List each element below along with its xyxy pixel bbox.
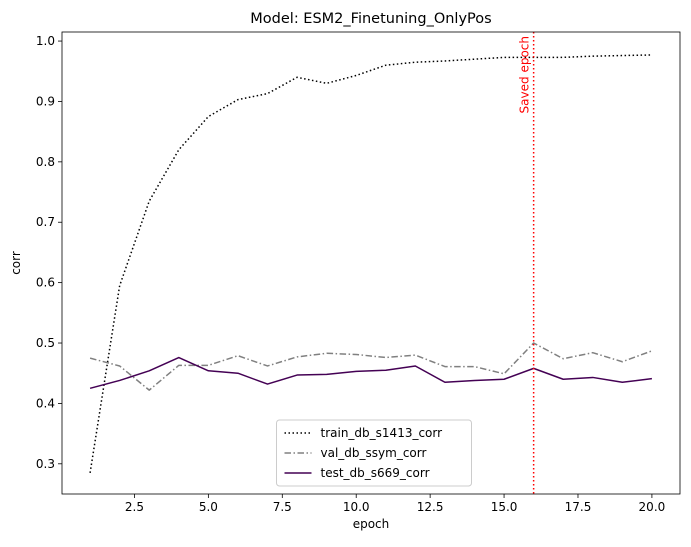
x-tick-label: 7.5 bbox=[273, 500, 292, 514]
series-line-val_db_ssym_corr bbox=[89, 342, 653, 391]
legend-label: val_db_ssym_corr bbox=[321, 446, 427, 460]
y-tick-label: 0.8 bbox=[36, 155, 55, 169]
y-tick-label: 1.0 bbox=[36, 34, 55, 48]
x-tick-label: 5.0 bbox=[199, 500, 218, 514]
legend: train_db_s1413_corr val_db_ssym_corr test_… bbox=[276, 419, 472, 487]
x-tick-label: 10.0 bbox=[343, 500, 370, 514]
y-tick-label: 0.7 bbox=[36, 215, 55, 229]
y-tick-label: 0.5 bbox=[36, 336, 55, 350]
x-axis-label: epoch bbox=[353, 517, 390, 531]
legend-label: test_db_s669_corr bbox=[321, 466, 430, 480]
plot-content bbox=[89, 32, 653, 494]
chart-title: Model: ESM2_Finetuning_OnlyPos bbox=[250, 11, 491, 27]
y-tick-label: 0.6 bbox=[36, 276, 55, 290]
y-tick-label: 0.3 bbox=[36, 457, 55, 471]
x-axis-ticks: 2.5 5.0 7.5 10.0 12.5 15.0 17.5 20.0 bbox=[125, 494, 665, 514]
saved-epoch-annotation: Saved epoch bbox=[518, 36, 532, 113]
y-tick-label: 0.4 bbox=[36, 396, 55, 410]
x-tick-label: 20.0 bbox=[639, 500, 666, 514]
y-axis-label: corr bbox=[9, 251, 23, 275]
x-tick-label: 15.0 bbox=[491, 500, 518, 514]
x-tick-label: 17.5 bbox=[565, 500, 592, 514]
y-axis-ticks: 0.3 0.4 0.5 0.6 0.7 0.8 0.9 1.0 bbox=[36, 34, 62, 471]
series-line-test_db_s669_corr bbox=[89, 356, 653, 390]
legend-label: train_db_s1413_corr bbox=[321, 426, 443, 440]
x-tick-label: 12.5 bbox=[417, 500, 444, 514]
y-tick-label: 0.9 bbox=[36, 94, 55, 108]
legend-box bbox=[276, 419, 472, 487]
series-line-train_db_s1413_corr bbox=[89, 54, 652, 473]
x-tick-label: 2.5 bbox=[125, 500, 144, 514]
plot-frame bbox=[61, 31, 681, 495]
